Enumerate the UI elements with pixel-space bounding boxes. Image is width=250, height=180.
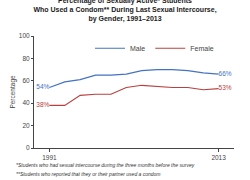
svg-text:Female: Female: [190, 45, 213, 52]
svg-text:53%: 53%: [219, 84, 232, 91]
svg-text:54%: 54%: [36, 83, 49, 90]
svg-text:100: 100: [19, 32, 30, 39]
svg-text:1991: 1991: [42, 154, 57, 161]
svg-text:0: 0: [26, 144, 30, 151]
svg-text:Male: Male: [130, 45, 145, 52]
svg-text:**Students who reported that t: **Students who reported that they or the…: [16, 171, 161, 177]
svg-text:*Students who had sexual inter: *Students who had sexual intercourse dur…: [16, 162, 195, 168]
svg-text:Percentage of Sexually Active*: Percentage of Sexually Active* StudentsW…: [33, 0, 216, 23]
svg-text:80: 80: [22, 55, 30, 62]
svg-text:20: 20: [22, 122, 30, 129]
svg-text:38%: 38%: [36, 101, 49, 108]
svg-text:Percentage: Percentage: [9, 75, 17, 109]
svg-text:2013: 2013: [211, 154, 226, 161]
svg-text:66%: 66%: [219, 70, 232, 77]
svg-text:60: 60: [22, 77, 30, 84]
svg-text:40: 40: [22, 99, 30, 106]
